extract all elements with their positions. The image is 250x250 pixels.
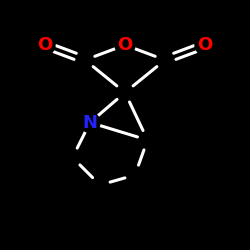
Text: O: O (38, 36, 52, 54)
Text: N: N (82, 114, 98, 132)
Text: O: O (118, 36, 132, 54)
Circle shape (35, 35, 55, 55)
Text: O: O (198, 36, 212, 54)
Circle shape (195, 35, 215, 55)
Circle shape (80, 112, 100, 132)
Circle shape (115, 35, 135, 55)
